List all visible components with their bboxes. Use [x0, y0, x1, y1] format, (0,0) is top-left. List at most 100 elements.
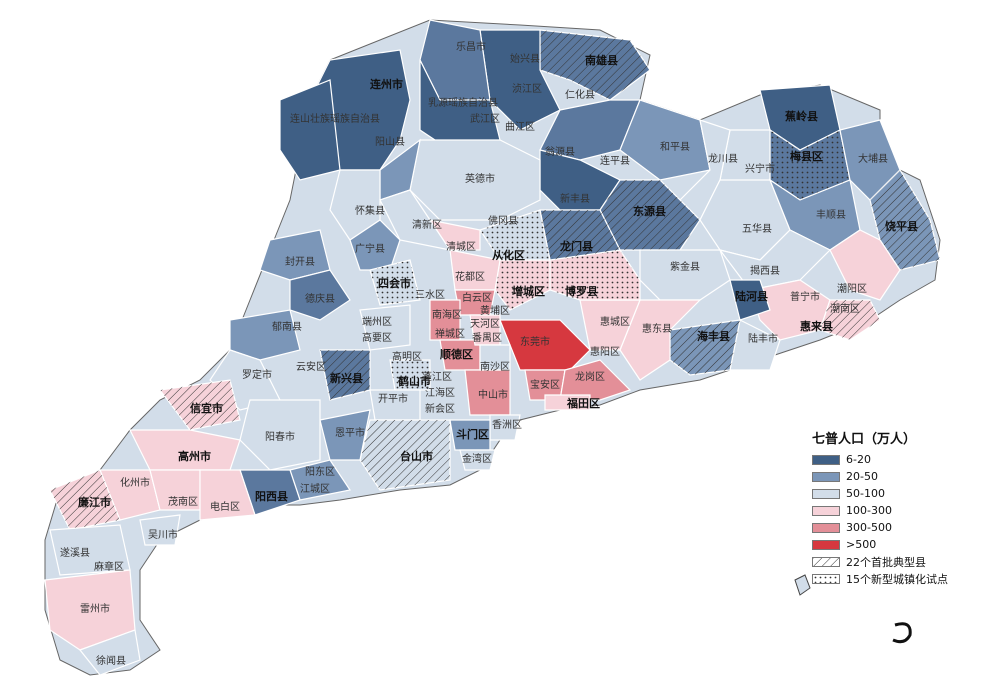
label-lufeng: 陆丰市: [748, 332, 778, 345]
label-longmen: 龙门县: [559, 239, 593, 253]
region-jinwan: [459, 449, 496, 471]
label-huilai: 惠来县: [800, 319, 833, 333]
label-shunde: 顺德区: [440, 347, 473, 361]
region-yangchun: [239, 399, 321, 471]
region-dongyuan-hatch: [600, 180, 700, 250]
label-lechang: 乐昌市: [456, 40, 486, 53]
legend-label: 15个新型城镇化试点: [846, 572, 948, 586]
label-xinyi: 信宜市: [190, 401, 223, 415]
label-duanzhou: 端州区: [362, 315, 392, 328]
label-maonan: 茂南区: [168, 495, 198, 508]
label-dongyuan: 东源县: [633, 204, 666, 218]
region-futian: [544, 394, 591, 411]
label-dongguan: 东莞市: [520, 335, 550, 348]
label-leizhou: 雷州市: [80, 602, 110, 615]
label-jiangcheng: 江城区: [300, 483, 330, 495]
label-sihui: 四会市: [378, 276, 411, 290]
label-yangdong: 阳东区: [305, 465, 335, 478]
label-conghua: 从化区: [492, 248, 525, 262]
legend-swatch: [812, 471, 840, 482]
region-dianbai: [199, 469, 256, 521]
label-nanhai: 南海区: [432, 308, 462, 321]
label-huaiji: 怀集县: [355, 204, 385, 217]
label-xiangzhou: 香洲区: [492, 419, 522, 431]
label-xuwen: 徐闻县: [96, 654, 126, 667]
label-nansha: 南沙区: [480, 360, 510, 373]
label-xingning: 兴宁市: [745, 162, 775, 175]
region-yunan: [229, 309, 301, 361]
legend-item: 300-500: [812, 519, 982, 536]
label-suixi: 遂溪县: [60, 546, 90, 559]
region-gaoyao: [359, 304, 411, 351]
label-huidong: 惠东县: [642, 322, 672, 335]
label-lianjiang: 廉江市: [78, 495, 111, 509]
legend-label: 6-20: [846, 453, 871, 466]
region-zijin: [639, 249, 731, 301]
legend-item: 20-50: [812, 468, 982, 485]
label-qingxin: 清新区: [412, 218, 442, 231]
legend-item: 6-20: [812, 451, 982, 468]
region-boluo-dots: [550, 250, 640, 300]
region-dongguan: [499, 319, 591, 371]
region-haifeng-hatch: [670, 320, 740, 375]
label-yangshan: 阳山县: [375, 136, 405, 148]
label-boluo: 博罗县: [565, 284, 598, 298]
label-futian: 福田区: [566, 396, 600, 410]
label-baiyun: 白云区: [462, 291, 492, 304]
label-zijin: 紫金县: [670, 260, 700, 273]
label-qujiang: 曲江区: [505, 121, 535, 133]
legend-label: 20-50: [846, 470, 878, 483]
label-gaozhou: 高州市: [178, 449, 211, 463]
label-yunan: 郁南县: [272, 320, 302, 333]
legend-swatch: [812, 522, 840, 533]
label-fogang: 佛冈县: [488, 214, 518, 227]
legend-label: 50-100: [846, 487, 885, 500]
region-heshan-dots: [390, 360, 430, 390]
label-deqing: 德庆县: [305, 292, 335, 305]
legend-item: 15个新型城镇化试点: [812, 570, 982, 587]
label-jianghai: 江海区: [425, 386, 455, 399]
label-yangxi: 阳西县: [255, 489, 288, 503]
legend-item: 22个首批典型县: [812, 553, 982, 570]
region-huilai-hatch: [820, 300, 880, 340]
label-xinhui: 新会区: [425, 402, 455, 415]
label-heping: 和平县: [660, 141, 690, 153]
label-luoding: 罗定市: [242, 368, 272, 381]
map-legend: 七普人口（万人） 6-20 20-50 50-100 100-300 300-5…: [812, 428, 982, 587]
legend-label: 22个首批典型县: [846, 555, 926, 569]
legend-swatch: [812, 505, 840, 516]
label-chaonan: 潮南区: [830, 302, 860, 315]
label-guangning: 广宁县: [355, 242, 385, 255]
label-wujiang: 武江区: [470, 112, 500, 125]
region-xinyi-hatch: [160, 380, 240, 430]
label-gaoyao: 高要区: [362, 331, 392, 344]
label-fengkai: 封开县: [285, 255, 315, 268]
label-lianzhou: 连州市: [370, 77, 403, 91]
label-yangchun: 阳春市: [265, 430, 295, 443]
label-huicheng: 惠城区: [600, 315, 630, 328]
island-shape: [794, 574, 811, 596]
island-shape: [892, 622, 912, 644]
label-pengjiang: 蓬江区: [422, 371, 452, 383]
label-ruyuan: 乳源瑶族自治县: [428, 96, 498, 109]
label-jinwan: 金湾区: [462, 452, 492, 465]
label-xinxing: 新兴县: [330, 371, 363, 385]
label-qingcheng: 清城区: [446, 240, 476, 253]
region-nansha: [479, 344, 511, 371]
label-wengyuan: 翁源县: [545, 145, 575, 158]
label-enping: 恩平市: [335, 426, 365, 439]
label-renhua: 仁化县: [565, 88, 595, 101]
label-zengcheng: 增城区: [512, 284, 545, 298]
label-huadu: 花都区: [455, 270, 485, 283]
label-kaiping: 开平市: [378, 392, 408, 405]
region-wuchuan: [139, 514, 181, 546]
label-panyu: 番禺区: [472, 332, 502, 344]
region-meixian-dots: [770, 130, 850, 200]
label-gaoming: 高明区: [392, 350, 422, 363]
region-luhe: [729, 279, 771, 321]
label-lianping: 连平县: [600, 154, 630, 167]
label-yunan2: 云安区: [296, 360, 326, 373]
region-lianshan: [279, 79, 341, 181]
label-dianbai: 电白区: [210, 500, 240, 513]
label-xinfeng: 新丰县: [560, 192, 590, 205]
